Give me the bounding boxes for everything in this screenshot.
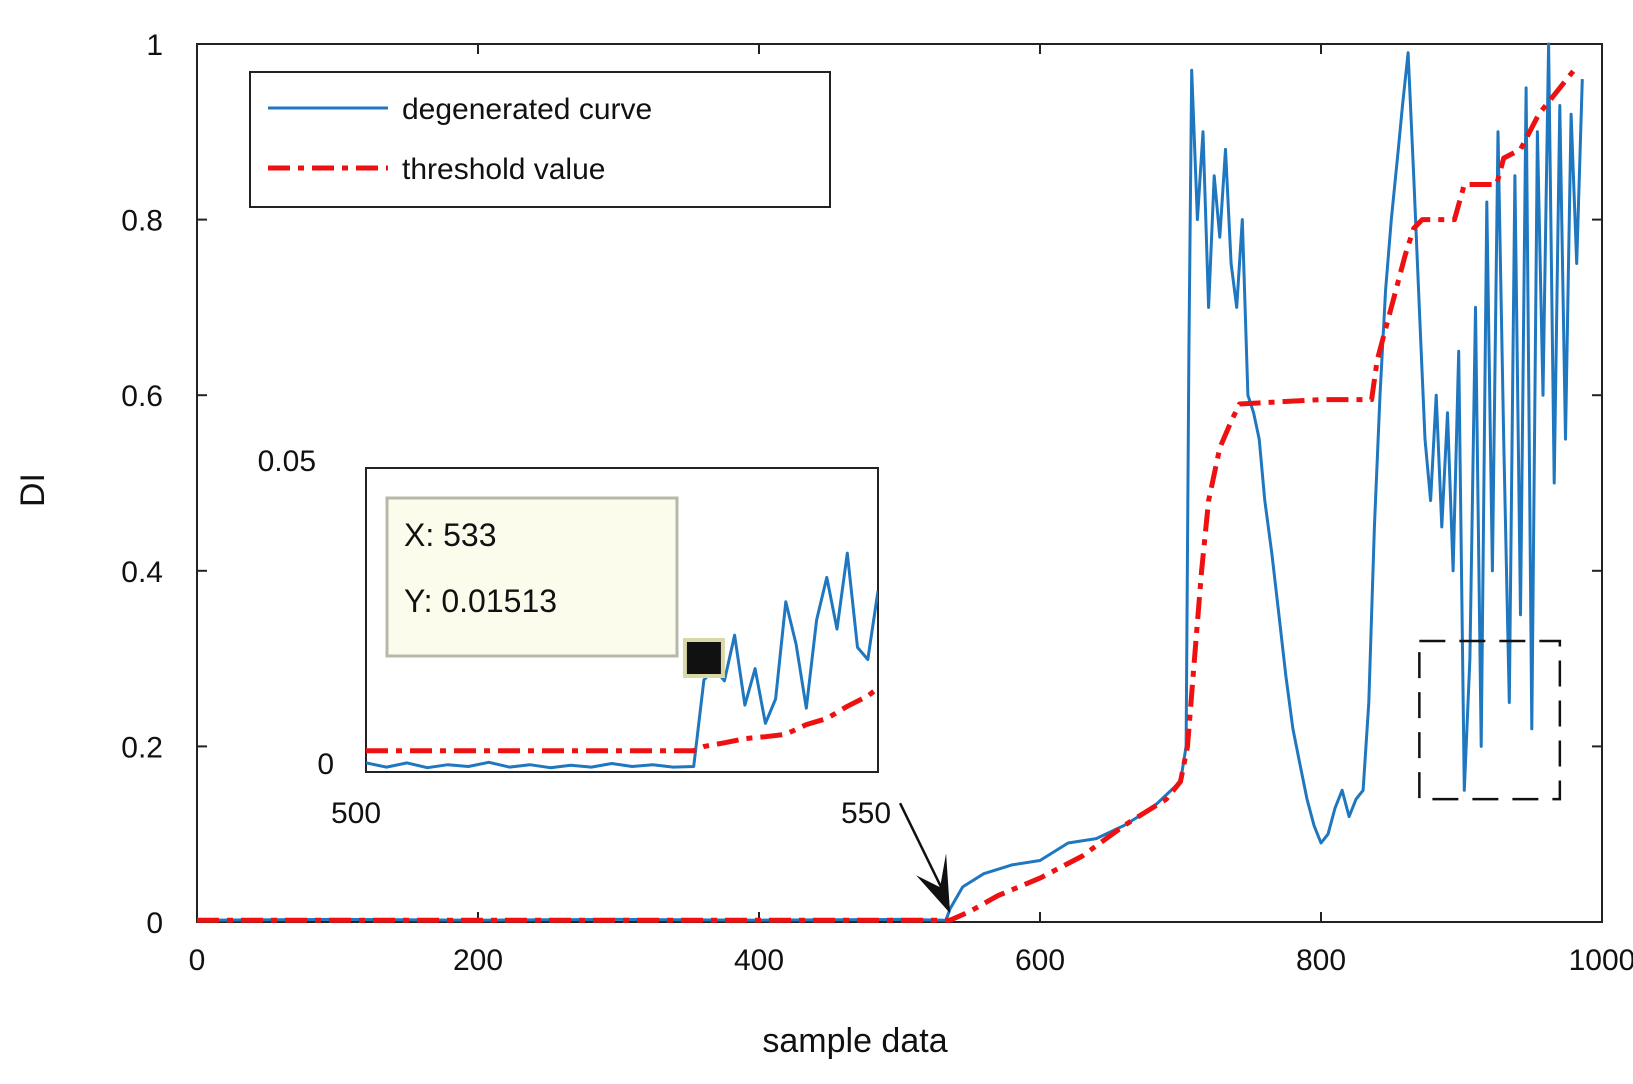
- main-ticks: 0 200 400 600 800 1000 0 0.2 0.4 0.6 0.8 1: [121, 29, 1633, 977]
- inset-series: [366, 551, 878, 770]
- datatip[interactable]: X: 533 Y: 0.01513: [385, 496, 725, 679]
- inset-plot: 0.05 0 500 550 X: 533 Y: 0.01513: [258, 445, 891, 830]
- y-tick-label: 0.6: [121, 380, 163, 413]
- y-tick-label: 0.4: [121, 556, 163, 589]
- pointer-arrow-shaft: [898, 802, 946, 894]
- y-tick-label: 1: [146, 29, 163, 62]
- series-threshold-value: [197, 68, 1576, 923]
- y-tick-label: 0.2: [121, 731, 163, 764]
- zoom-region-box: [1418, 639, 1562, 801]
- pointer-arrow-head: [916, 853, 951, 914]
- y-tick-label: 0: [146, 907, 163, 940]
- datatip-x-label: X: 533: [404, 517, 497, 553]
- legend: degenerated curve threshold value: [249, 71, 831, 208]
- main-series: [196, 42, 1584, 923]
- legend-label-degenerated-curve: degenerated curve: [402, 93, 652, 126]
- x-tick-label: 800: [1296, 944, 1346, 977]
- x-tick-label: 200: [453, 944, 503, 977]
- inset-xtick-label-left: 500: [331, 797, 381, 830]
- datatip-y-label: Y: 0.01513: [404, 583, 557, 619]
- inset-ytick-label-bottom: 0: [317, 748, 334, 781]
- inset-series-degenerated-curve: [366, 551, 878, 770]
- x-tick-label: 0: [189, 944, 206, 977]
- inset-xtick-label-right: 550: [841, 797, 891, 830]
- datatip-box: [385, 496, 679, 658]
- x-tick-label: 1000: [1569, 944, 1633, 977]
- y-axis-label: DI: [14, 473, 52, 507]
- x-tick-label: 600: [1015, 944, 1065, 977]
- datatip-marker: [682, 638, 725, 679]
- legend-label-threshold-value: threshold value: [402, 153, 605, 186]
- y-tick-label: 0.8: [121, 205, 163, 238]
- inset-ytick-label-top: 0.05: [258, 445, 316, 478]
- x-axis-label: sample data: [762, 1022, 947, 1060]
- x-tick-label: 400: [734, 944, 784, 977]
- inset-series-threshold-value: [366, 686, 878, 754]
- legend-box: [249, 71, 831, 208]
- main-annotations: [898, 639, 1562, 914]
